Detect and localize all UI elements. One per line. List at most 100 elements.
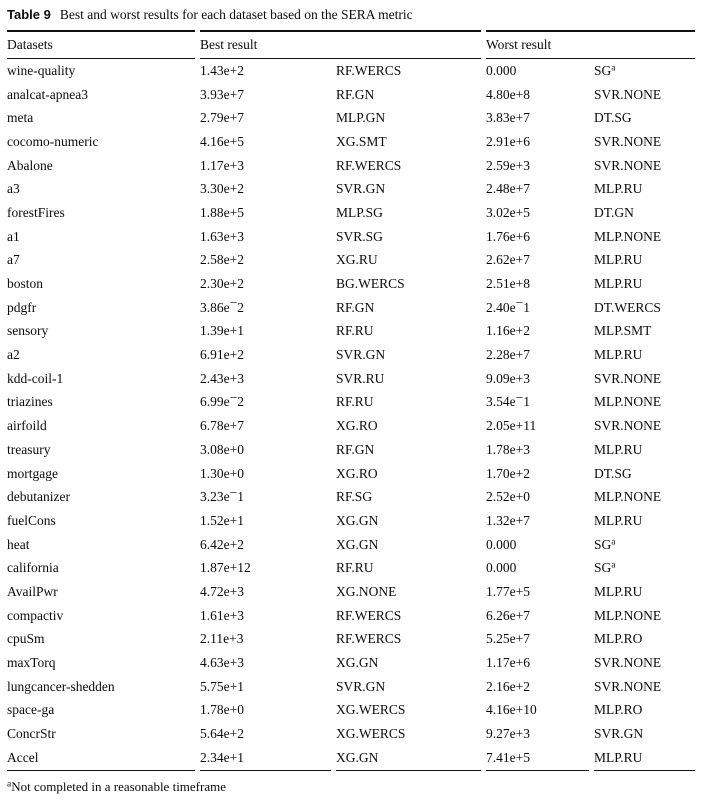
worst-value-cell: 1.77e+5 [486,583,530,599]
table-row: Abalone 1.17e+3 RF.WERCS 2.59e+3 SVR.NON… [7,154,695,178]
worst-method-cell: MLP.RO [594,702,643,718]
table-row: cpuSm 2.11e+3 RF.WERCS 5.25e+7 MLP.RO [7,628,695,652]
footnote: aNot completed in a reasonable timeframe [7,779,698,794]
worst-value-cell: 2.16e+2 [486,678,530,694]
best-method-cell: SVR.GN [336,347,386,363]
best-method-cell: RF.SG [336,489,373,505]
best-method-cell: RF.WERCS [336,157,402,173]
best-value-cell: 1.61e+3 [200,607,244,623]
dataset-name-cell: wine-quality [7,62,76,78]
best-value-cell: 6.91e+2 [200,347,244,363]
best-value-cell: 2.34e+1 [200,746,331,771]
worst-method-cell: MLP.SMT [594,323,652,339]
dataset-name-cell: treasury [7,441,51,457]
best-method-cell: XG.GN [336,512,379,528]
table-row: a7 2.58e+2 XG.RU 2.62e+7 MLP.RU [7,249,695,273]
dataset-name-cell: a2 [7,347,20,363]
worst-value-cell: 4.80e+8 [486,86,530,102]
best-value-cell: 1.30e+0 [200,465,244,481]
best-value-cell: 4.63e+3 [200,655,244,671]
best-value-cell: 4.16e+5 [200,133,244,149]
best-method-cell: SVR.GN [336,181,386,197]
dataset-name-cell: triazines [7,394,53,410]
table-caption: Table 9 Best and worst results for each d… [0,0,704,23]
worst-method-cell: MLP.NONE [594,607,662,623]
best-method-cell: RF.GN [336,299,375,315]
dataset-name-cell: cpuSm [7,631,45,647]
best-method-cell: SVR.RU [336,370,385,386]
best-value-cell: 2.79e+7 [200,110,244,126]
worst-method-cell: MLP.RO [594,631,643,647]
best-method-cell: XG.RO [336,418,378,434]
table-row: pdgfr 3.86e−2 RF.GN 2.40e−1 DT.WERCS [7,296,695,320]
dataset-name-cell: mortgage [7,465,58,481]
best-value-cell: 5.64e+2 [200,726,244,742]
col-header-worst-result: Worst result [486,30,695,59]
worst-method-cell: MLP.RU [594,252,643,268]
dataset-name-cell: a3 [7,181,20,197]
best-method-cell: XG.SMT [336,133,387,149]
dataset-name-cell: debutanizer [7,489,70,505]
best-method-cell: XG.WERCS [336,702,406,718]
dataset-name-cell: fuelCons [7,512,56,528]
worst-value-cell: 2.28e+7 [486,347,530,363]
best-method-cell: RF.WERCS [336,607,402,623]
best-method-cell: RF.WERCS [336,631,402,647]
best-method-cell: RF.RU [336,560,374,576]
dataset-name-cell: heat [7,536,30,552]
worst-method-cell: SVR.NONE [594,157,662,173]
footnote-marker: a [7,779,12,790]
worst-value-cell: 2.48e+7 [486,181,530,197]
worst-value-cell: 1.76e+6 [486,228,530,244]
table-row: boston 2.30e+2 BG.WERCS 2.51e+8 MLP.RU [7,272,695,296]
dataset-name-cell: airfoild [7,418,47,434]
best-method-cell: XG.WERCS [336,726,406,742]
best-method-cell: RF.WERCS [336,62,402,78]
worst-value-cell: 1.70e+2 [486,465,530,481]
best-method-cell: XG.GN [336,655,379,671]
best-value-cell: 1.87e+12 [200,560,251,576]
worst-value-cell: 4.16e+10 [486,702,537,718]
best-method-cell: SVR.GN [336,678,386,694]
worst-value-cell: 0.000 [486,62,517,78]
dataset-name-cell: Accel [7,746,195,771]
best-method-cell: MLP.GN [336,110,386,126]
dataset-name-cell: kdd-coil-1 [7,370,64,386]
table-row: heat 6.42e+2 XG.GN 0.000 SGa [7,533,695,557]
dataset-name-cell: ConcrStr [7,726,56,742]
worst-value-cell: 2.91e+6 [486,133,530,149]
best-method-cell: XG.RO [336,465,378,481]
dataset-name-cell: maxTorq [7,655,56,671]
best-method-cell: XG.NONE [336,583,397,599]
worst-method-cell: DT.SG [594,465,632,481]
best-value-cell: 2.43e+3 [200,370,244,386]
worst-value-cell: 5.25e+7 [486,631,530,647]
best-method-cell: XG.RU [336,252,378,268]
best-method-cell: RF.RU [336,394,374,410]
table-row: a2 6.91e+2 SVR.GN 2.28e+7 MLP.RU [7,343,695,367]
best-value-cell: 1.88e+5 [200,204,244,220]
dataset-name-cell: forestFires [7,204,65,220]
worst-value-cell: 3.02e+5 [486,204,530,220]
worst-value-cell: 1.78e+3 [486,441,530,457]
table-row: cocomo-numeric 4.16e+5 XG.SMT 2.91e+6 SV… [7,130,695,154]
worst-method-cell: SVR.NONE [594,86,662,102]
worst-method-cell: DT.WERCS [594,299,661,315]
dataset-name-cell: cocomo-numeric [7,133,99,149]
worst-method-cell: MLP.RU [594,746,695,771]
table-body: wine-quality 1.43e+2 RF.WERCS 0.000 SGa … [7,59,695,771]
worst-value-cell: 0.000 [486,536,517,552]
dataset-name-cell: Abalone [7,157,53,173]
best-method-cell: BG.WERCS [336,276,405,292]
worst-value-cell: 1.16e+2 [486,323,530,339]
dataset-name-cell: sensory [7,323,49,339]
worst-value-cell: 0.000 [486,560,517,576]
dataset-name-cell: AvailPwr [7,583,58,599]
table-row: space-ga 1.78e+0 XG.WERCS 4.16e+10 MLP.R… [7,699,695,723]
worst-method-cell: SVR.NONE [594,133,662,149]
worst-value-cell: 2.52e+0 [486,489,530,505]
worst-value-cell: 2.62e+7 [486,252,530,268]
worst-value-cell: 2.40e−1 [486,295,530,315]
worst-value-cell: 1.32e+7 [486,512,530,528]
